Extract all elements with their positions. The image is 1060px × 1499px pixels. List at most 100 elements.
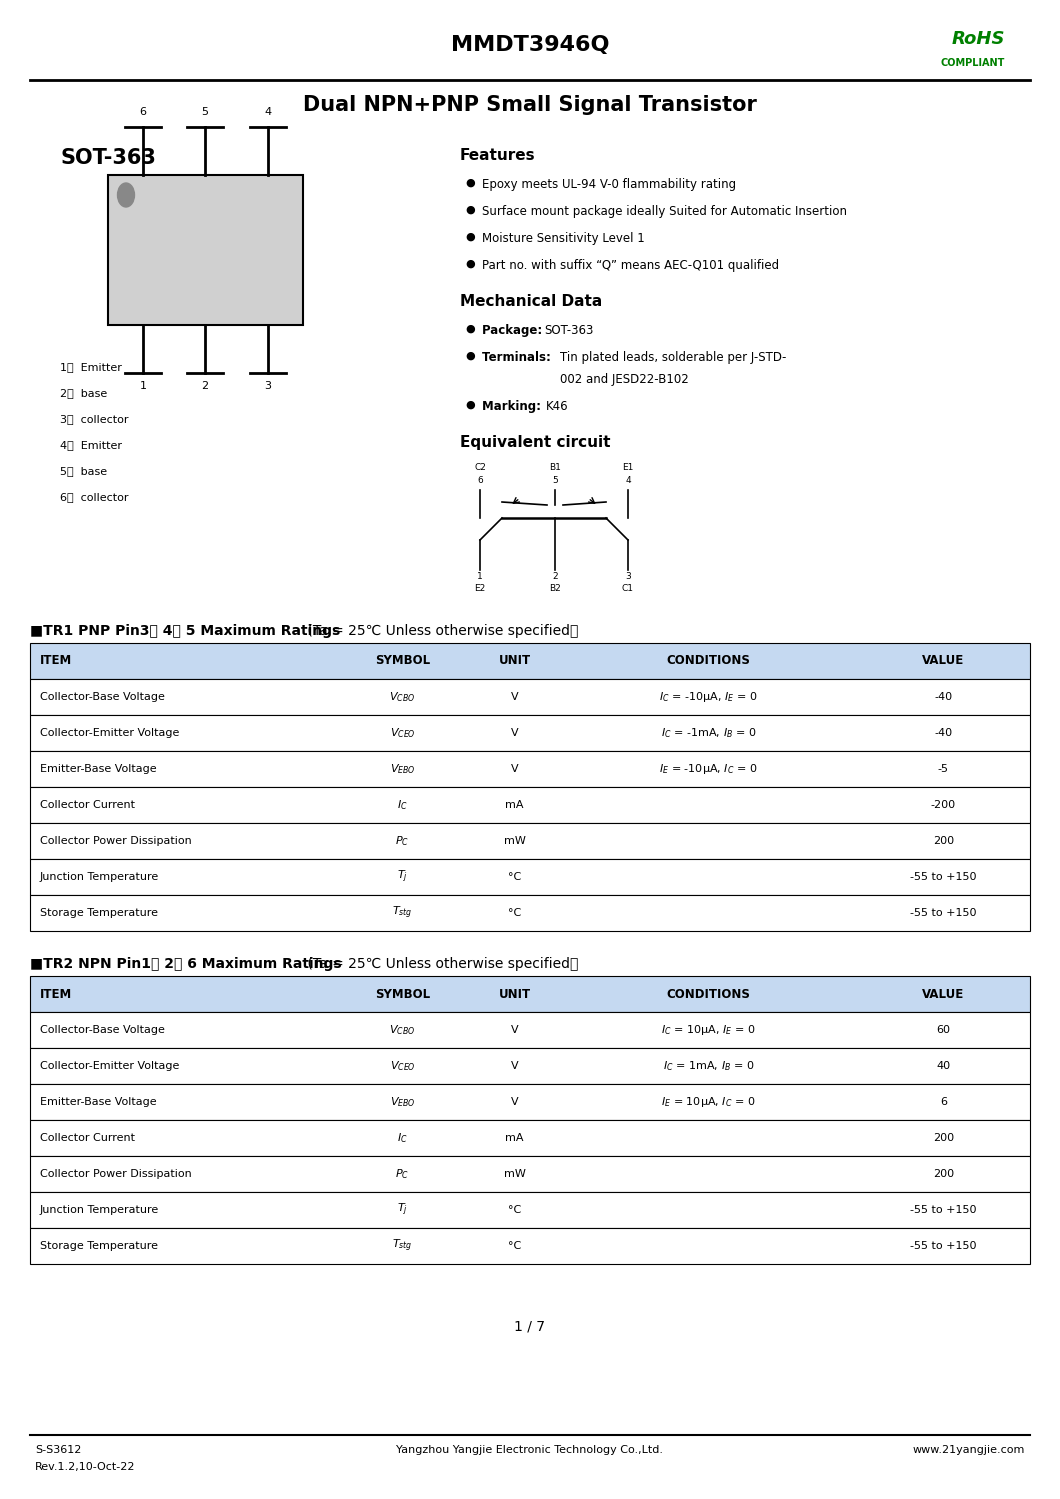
Text: 6: 6 bbox=[140, 106, 146, 117]
Text: Equivalent circuit: Equivalent circuit bbox=[460, 435, 611, 450]
Bar bbox=[30, 1084, 1030, 1120]
Bar bbox=[30, 1192, 1030, 1228]
Text: 3: 3 bbox=[265, 381, 271, 391]
Text: 200: 200 bbox=[933, 1169, 954, 1180]
Text: CONDITIONS: CONDITIONS bbox=[667, 988, 750, 1000]
Text: $V_{EBO}$: $V_{EBO}$ bbox=[390, 1096, 416, 1109]
Text: mA: mA bbox=[506, 1133, 524, 1144]
Text: Dual NPN+PNP Small Signal Transistor: Dual NPN+PNP Small Signal Transistor bbox=[303, 94, 757, 115]
Text: 200: 200 bbox=[933, 836, 954, 845]
Text: VALUE: VALUE bbox=[922, 988, 965, 1000]
Bar bbox=[30, 1012, 1030, 1048]
Text: COMPLIANT: COMPLIANT bbox=[940, 58, 1005, 67]
Text: ●: ● bbox=[465, 259, 475, 268]
Text: 5: 5 bbox=[552, 477, 558, 486]
Text: 4: 4 bbox=[264, 106, 271, 117]
Text: E1: E1 bbox=[622, 463, 634, 472]
Text: 60: 60 bbox=[936, 1025, 950, 1034]
Bar bbox=[30, 823, 1030, 859]
Text: ●: ● bbox=[465, 324, 475, 334]
Bar bbox=[30, 1120, 1030, 1156]
Text: Surface mount package ideally Suited for Automatic Insertion: Surface mount package ideally Suited for… bbox=[482, 205, 847, 217]
Text: $T_{stg}$: $T_{stg}$ bbox=[392, 905, 412, 922]
Text: Collector-Base Voltage: Collector-Base Voltage bbox=[40, 693, 165, 702]
Text: UNIT: UNIT bbox=[498, 988, 531, 1000]
Text: $V_{CEO}$: $V_{CEO}$ bbox=[390, 726, 416, 741]
Text: -5: -5 bbox=[938, 764, 949, 773]
Text: 4，  Emitter: 4， Emitter bbox=[60, 441, 122, 450]
Text: RoHS: RoHS bbox=[952, 30, 1005, 48]
Text: UNIT: UNIT bbox=[498, 655, 531, 667]
Text: ●: ● bbox=[465, 232, 475, 241]
Text: -55 to +150: -55 to +150 bbox=[911, 1241, 976, 1252]
Text: B2: B2 bbox=[549, 585, 561, 594]
Text: Storage Temperature: Storage Temperature bbox=[40, 1241, 158, 1252]
Text: Storage Temperature: Storage Temperature bbox=[40, 908, 158, 917]
Text: Collector Power Dissipation: Collector Power Dissipation bbox=[40, 1169, 192, 1180]
Text: SYMBOL: SYMBOL bbox=[375, 988, 430, 1000]
Text: SOT-363: SOT-363 bbox=[60, 148, 156, 168]
Text: Package:: Package: bbox=[482, 324, 546, 337]
Text: -55 to +150: -55 to +150 bbox=[911, 908, 976, 917]
Bar bbox=[30, 1228, 1030, 1264]
Text: K46: K46 bbox=[546, 400, 568, 414]
Text: $V_{CBO}$: $V_{CBO}$ bbox=[389, 1024, 416, 1037]
Text: ●: ● bbox=[465, 178, 475, 187]
Text: Collector-Emitter Voltage: Collector-Emitter Voltage bbox=[40, 729, 179, 738]
Text: Junction Temperature: Junction Temperature bbox=[40, 1205, 159, 1216]
Text: Features: Features bbox=[460, 148, 535, 163]
Text: Part no. with suffix “Q” means AEC-Q101 qualified: Part no. with suffix “Q” means AEC-Q101 … bbox=[482, 259, 779, 271]
Text: B1: B1 bbox=[549, 463, 561, 472]
Text: 6，  collector: 6， collector bbox=[60, 492, 128, 502]
Text: 40: 40 bbox=[936, 1061, 951, 1070]
Text: Junction Temperature: Junction Temperature bbox=[40, 872, 159, 881]
Text: V: V bbox=[511, 1025, 518, 1034]
Text: ●: ● bbox=[465, 351, 475, 361]
Text: 3，  collector: 3， collector bbox=[60, 414, 128, 424]
Text: Collector Current: Collector Current bbox=[40, 1133, 135, 1144]
Text: 002 and JESD22-B102: 002 and JESD22-B102 bbox=[560, 373, 689, 387]
Text: SOT-363: SOT-363 bbox=[544, 324, 594, 337]
Text: Rev.1.2,10-Oct-22: Rev.1.2,10-Oct-22 bbox=[35, 1462, 136, 1472]
Text: ■TR1 PNP Pin3、 4、 5 Maximum Ratings: ■TR1 PNP Pin3、 4、 5 Maximum Ratings bbox=[30, 624, 340, 639]
Text: 2: 2 bbox=[201, 381, 209, 391]
Bar bbox=[30, 859, 1030, 895]
Text: $I_C$: $I_C$ bbox=[398, 1132, 408, 1145]
Text: -55 to +150: -55 to +150 bbox=[911, 1205, 976, 1216]
Text: V: V bbox=[511, 729, 518, 738]
Text: www.21yangjie.com: www.21yangjie.com bbox=[913, 1445, 1025, 1456]
Text: ITEM: ITEM bbox=[40, 988, 72, 1000]
Text: Tin plated leads, solderable per J-STD-: Tin plated leads, solderable per J-STD- bbox=[560, 351, 787, 364]
Text: E2: E2 bbox=[475, 585, 485, 594]
Bar bbox=[30, 895, 1030, 931]
Text: 2，  base: 2， base bbox=[60, 388, 107, 399]
Text: °C: °C bbox=[508, 872, 522, 881]
Text: Terminals:: Terminals: bbox=[482, 351, 555, 364]
Text: VALUE: VALUE bbox=[922, 655, 965, 667]
Text: Marking:: Marking: bbox=[482, 400, 545, 414]
Bar bbox=[30, 1156, 1030, 1192]
Text: MMDT3946Q: MMDT3946Q bbox=[450, 34, 610, 55]
Text: 5，  base: 5， base bbox=[60, 466, 107, 477]
Text: 1: 1 bbox=[477, 573, 483, 582]
Text: Collector-Base Voltage: Collector-Base Voltage bbox=[40, 1025, 165, 1034]
Bar bbox=[30, 751, 1030, 787]
Bar bbox=[30, 976, 1030, 1012]
Text: ITEM: ITEM bbox=[40, 655, 72, 667]
Bar bbox=[30, 715, 1030, 751]
Text: 6: 6 bbox=[940, 1097, 947, 1106]
Text: V: V bbox=[511, 1061, 518, 1070]
Text: 5: 5 bbox=[201, 106, 209, 117]
Text: ■TR2 NPN Pin1、 2、 6 Maximum Ratings: ■TR2 NPN Pin1、 2、 6 Maximum Ratings bbox=[30, 956, 341, 971]
Text: $I_C$ = 1mA, $I_B$ = 0: $I_C$ = 1mA, $I_B$ = 0 bbox=[662, 1060, 755, 1073]
Text: -200: -200 bbox=[931, 800, 956, 809]
Text: SYMBOL: SYMBOL bbox=[375, 655, 430, 667]
Bar bbox=[30, 643, 1030, 679]
Text: °C: °C bbox=[508, 1205, 522, 1216]
Text: Emitter-Base Voltage: Emitter-Base Voltage bbox=[40, 1097, 157, 1106]
Text: C2: C2 bbox=[474, 463, 485, 472]
Text: (Ta = 25℃ Unless otherwise specified）: (Ta = 25℃ Unless otherwise specified） bbox=[303, 624, 579, 639]
Text: $P_C$: $P_C$ bbox=[395, 1168, 409, 1181]
Text: $I_C$ = -1mA, $I_B$ = 0: $I_C$ = -1mA, $I_B$ = 0 bbox=[660, 726, 757, 741]
Text: °C: °C bbox=[508, 1241, 522, 1252]
